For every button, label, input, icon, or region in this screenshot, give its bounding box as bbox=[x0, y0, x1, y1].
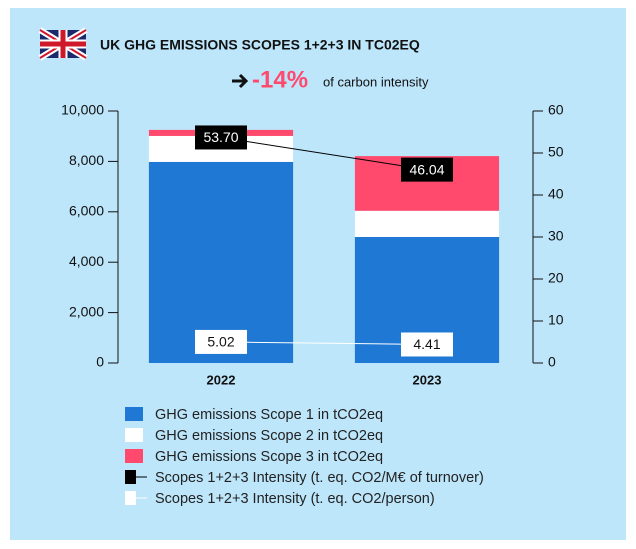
y2-tick-label: 10 bbox=[548, 312, 564, 328]
label-box bbox=[195, 125, 247, 150]
bar-segment bbox=[148, 161, 294, 363]
y2-tick-label: 40 bbox=[548, 186, 564, 202]
arrow-icon bbox=[232, 73, 249, 89]
y-tick-label: 4,000 bbox=[69, 253, 104, 269]
annotation: -14% bbox=[252, 66, 308, 93]
label-box bbox=[401, 157, 453, 182]
subtitle: of carbon intensity bbox=[323, 74, 429, 89]
legend-swatch bbox=[125, 428, 143, 442]
y2-tick-label: 20 bbox=[548, 270, 564, 286]
chart-title: UK GHG EMISSIONS SCOPES 1+2+3 IN TC02EQ bbox=[100, 37, 420, 53]
legend-label: Scopes 1+2+3 Intensity (t. eq. CO2/M€ of… bbox=[155, 470, 484, 486]
y-tick-label: 6,000 bbox=[69, 203, 104, 219]
legend-label: Scopes 1+2+3 Intensity (t. eq. CO2/perso… bbox=[155, 491, 435, 507]
uk-flag bbox=[38, 27, 88, 61]
y2-tick-label: 60 bbox=[548, 102, 564, 118]
data-label: 4.41 bbox=[413, 336, 440, 352]
label-box bbox=[195, 329, 247, 354]
label-box bbox=[401, 332, 453, 357]
legend-label: GHG emissions Scope 2 in tCO2eq bbox=[155, 428, 383, 444]
y2-tick-label: 30 bbox=[548, 228, 564, 244]
legend-swatch bbox=[125, 470, 136, 484]
line-series bbox=[220, 136, 428, 171]
y-tick-label: 8,000 bbox=[69, 152, 104, 168]
legend-swatch bbox=[125, 491, 136, 505]
y-tick-label: 10,000 bbox=[61, 102, 104, 118]
bar-segment bbox=[354, 210, 500, 237]
y2-tick-label: 0 bbox=[548, 354, 556, 370]
legend-label: GHG emissions Scope 1 in tCO2eq bbox=[155, 407, 383, 423]
x-tick-label: 2023 bbox=[413, 372, 442, 387]
data-label: 5.02 bbox=[207, 334, 234, 350]
y2-tick-label: 50 bbox=[548, 144, 564, 160]
y-tick-label: 0 bbox=[96, 354, 104, 370]
data-label: 46.04 bbox=[409, 161, 444, 177]
legend-swatch bbox=[125, 407, 143, 421]
line-series bbox=[220, 341, 428, 345]
legend-label: GHG emissions Scope 3 in tCO2eq bbox=[155, 449, 383, 465]
x-tick-label: 2022 bbox=[207, 372, 236, 387]
y-tick-label: 2,000 bbox=[69, 303, 104, 319]
panel bbox=[10, 8, 626, 540]
data-label: 53.70 bbox=[203, 129, 238, 145]
legend-swatch bbox=[125, 449, 143, 463]
